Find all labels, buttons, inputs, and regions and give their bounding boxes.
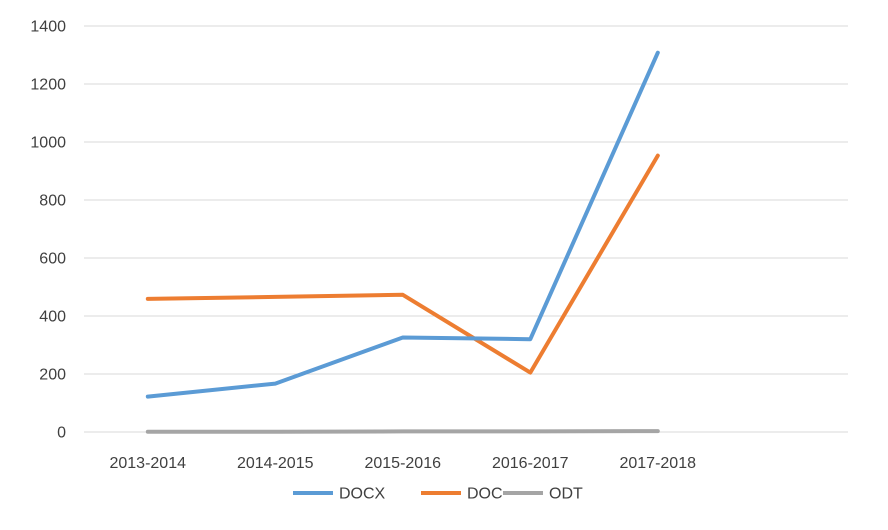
- series-line-odt: [145, 429, 660, 434]
- y-tick-label: 600: [39, 251, 66, 268]
- x-tick-label: 2017-2018: [619, 455, 696, 472]
- legend-label-docx: DOCX: [339, 486, 386, 503]
- y-tick-label: 1000: [30, 135, 66, 152]
- legend-label-odt: ODT: [549, 486, 583, 503]
- y-tick-label: 1200: [30, 77, 66, 94]
- x-axis-tick-labels: 2013-2014 2014-2015 2015-2016 2016-2017 2017…: [109, 455, 696, 472]
- legend: DOCX DOC ODT: [293, 486, 583, 503]
- y-tick-label: 800: [39, 193, 66, 210]
- y-axis-tick-labels: 0 200 400 600 800 1000 1200 1400: [30, 19, 66, 442]
- x-tick-label: 2013-2014: [109, 455, 186, 472]
- x-tick-label: 2015-2016: [364, 455, 441, 472]
- y-tick-label: 0: [57, 425, 66, 442]
- legend-label-doc: DOC: [467, 486, 503, 503]
- y-tick-label: 1400: [30, 19, 66, 36]
- y-tick-label: 200: [39, 367, 66, 384]
- gridlines: [84, 25, 848, 433]
- y-tick-label: 400: [39, 309, 66, 326]
- series-lines: [145, 50, 660, 434]
- series-line-docx: [145, 50, 660, 399]
- x-tick-label: 2014-2015: [237, 455, 314, 472]
- series-line-doc: [145, 153, 660, 375]
- x-tick-label: 2016-2017: [492, 455, 569, 472]
